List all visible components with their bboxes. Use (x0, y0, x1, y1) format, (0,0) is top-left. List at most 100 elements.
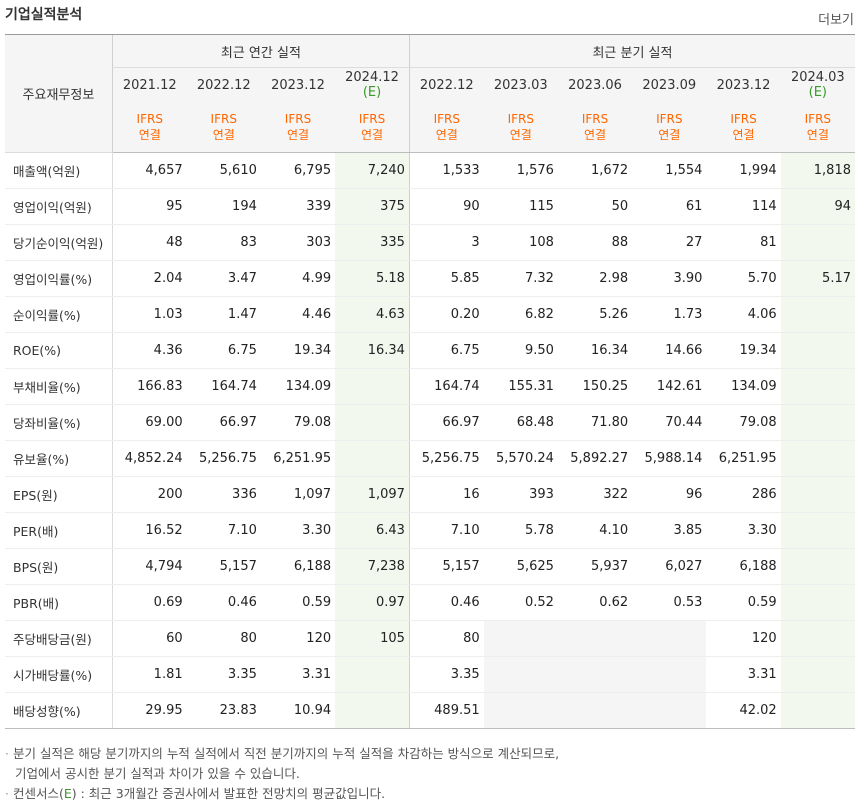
table-cell: 80 (186, 620, 261, 657)
period-label: 2021.12 (122, 77, 177, 93)
table-cell: 19.34 (260, 332, 336, 369)
table-cell (780, 692, 855, 729)
period-label: 2023.12 (271, 77, 325, 93)
table-row: 순이익률(%) 1.03 1.47 4.46 4.63 0.20 6.82 5.26 1.73 4… (5, 296, 855, 333)
standard-ifrs: IFRS (433, 112, 460, 126)
period-label: 2022.12 (419, 77, 474, 93)
table-row: 영업이익률(%) 2.04 3.47 4.99 5.18 5.85 7.32 2.98 3.90… (5, 260, 855, 297)
table-row: PBR(배) 0.69 0.46 0.59 0.97 0.46 0.52 0.62 0.53 0.… (5, 584, 855, 621)
table-cell: 68.48 (483, 404, 558, 441)
row-label[interactable]: 영업이익률(%) (5, 260, 113, 297)
table-cell: 90 (408, 188, 484, 225)
row-label[interactable]: 당좌비율(%) (5, 404, 113, 441)
bullet-1: · (5, 746, 9, 761)
period-header-annual-3: 2024.12 (E) (335, 67, 410, 102)
table-row: BPS(원) 4,794 5,157 6,188 7,238 5,157 5,625 5,93… (5, 548, 855, 585)
table-cell: 1,818 (780, 152, 855, 189)
period-header-quarter-4: 2023.12 (706, 67, 781, 102)
table-row: 당기순이익(억원) 48 83 303 335 3 108 88 27 81 (5, 224, 855, 261)
row-label[interactable]: 영업이익(억원) (5, 188, 113, 225)
table-cell (780, 584, 855, 621)
section-title: 기업실적분석 (5, 7, 83, 23)
table-cell: 27 (632, 224, 707, 261)
row-label[interactable]: 유보율(%) (5, 440, 113, 477)
table-cell: 0.46 (408, 584, 484, 621)
table-cell: 115 (483, 188, 558, 225)
footnote-1-text: 분기 실적은 해당 분기까지의 누적 실적에서 직전 분기까지의 누적 실적을 … (12, 746, 560, 761)
table-cell: 7.10 (186, 512, 261, 549)
table-cell: 1,576 (483, 152, 558, 189)
table-cell: 3.30 (706, 512, 781, 549)
table-cell: 5,157 (186, 548, 261, 585)
period-label: 2024.03 (790, 70, 845, 85)
period-header-quarter-5: 2024.03 (E) (780, 67, 855, 102)
table-cell: 3.85 (632, 512, 707, 549)
standard-header-quarter-3: IFRS 연결 (632, 102, 707, 153)
row-label[interactable]: 배당성향(%) (5, 692, 113, 729)
table-cell: 0.59 (706, 584, 781, 621)
table-cell: 81 (706, 224, 781, 261)
table-cell: 489.51 (408, 692, 484, 729)
table-cell: 4,794 (112, 548, 187, 585)
table-cell: 6,795 (260, 152, 336, 189)
table-cell: 1,097 (260, 476, 336, 513)
table-cell: 0.97 (335, 584, 410, 621)
row-label[interactable]: 주당배당금(원) (5, 620, 113, 657)
table-cell: 48 (112, 224, 187, 261)
row-label[interactable]: 시가배당률(%) (5, 656, 113, 693)
table-cell: 105 (335, 620, 410, 657)
table-row: 유보율(%) 4,852.24 5,256.75 6,251.95 5,256.75 5,… (5, 440, 855, 477)
table-cell: 96 (632, 476, 707, 513)
table-cell: 3.31 (260, 656, 336, 693)
table-row: PER(배) 16.52 7.10 3.30 6.43 7.10 5.78 4.10 3.85 3… (5, 512, 855, 549)
table-cell: 5,892.27 (557, 440, 633, 477)
financial-summary-table: 주요재무정보 최근 연간 실적 최근 분기 실적 2021.12 2022.12 2… (5, 34, 855, 729)
table-cell (780, 368, 855, 405)
standard-ifrs: IFRS (656, 112, 683, 126)
row-label[interactable]: EPS(원) (5, 476, 113, 513)
table-cell: 4.10 (557, 512, 633, 549)
row-label[interactable]: PBR(배) (5, 584, 113, 621)
standard-header-quarter-2: IFRS 연결 (557, 102, 633, 153)
period-header-quarter-2: 2023.06 (557, 67, 633, 102)
period-header-quarter-3: 2023.09 (632, 67, 707, 102)
footnote-1-cont: 기업에서 공시한 분기 실적과 차이가 있을 수 있습니다. (15, 766, 300, 781)
table-cell: 108 (483, 224, 558, 261)
table-cell: 79.08 (706, 404, 781, 441)
standard-ifrs: IFRS (730, 112, 757, 126)
table-cell: 2.04 (112, 260, 187, 297)
row-label[interactable]: 부채비율(%) (5, 368, 113, 405)
standard-consolidated: 연결 (212, 128, 235, 142)
table-row: 배당성향(%) 29.95 23.83 10.94 489.51 42.02 (5, 692, 855, 729)
table-cell: 6.43 (335, 512, 410, 549)
standard-consolidated: 연결 (806, 128, 829, 142)
footnotes: · 분기 실적은 해당 분기까지의 누적 실적에서 직전 분기까지의 누적 실적… (5, 744, 559, 804)
table-cell (557, 692, 633, 729)
table-cell: 88 (557, 224, 633, 261)
row-label[interactable]: 매출액(억원) (5, 152, 113, 189)
row-label[interactable]: PER(배) (5, 512, 113, 549)
table-cell: 1,994 (706, 152, 781, 189)
table-cell: 4.36 (112, 332, 187, 369)
row-label[interactable]: 당기순이익(억원) (5, 224, 113, 261)
row-label[interactable]: ROE(%) (5, 332, 113, 369)
group-annual-header: 최근 연간 실적 (111, 34, 410, 68)
table-cell (780, 440, 855, 477)
row-label[interactable]: BPS(원) (5, 548, 113, 585)
table-cell: 19.34 (706, 332, 781, 369)
table-cell: 7,240 (335, 152, 410, 189)
row-label[interactable]: 순이익률(%) (5, 296, 113, 333)
standard-consolidated: 연결 (360, 128, 384, 142)
standard-consolidated: 연결 (286, 128, 310, 142)
table-cell: 7,238 (335, 548, 410, 585)
table-cell (780, 224, 855, 261)
table-cell: 5.26 (557, 296, 633, 333)
table-cell: 66.97 (186, 404, 261, 441)
table-cell: 0.46 (186, 584, 261, 621)
standard-ifrs: IFRS (284, 112, 312, 126)
table-cell: 336 (186, 476, 261, 513)
table-cell: 79.08 (260, 404, 336, 441)
bullet-2: · (5, 786, 9, 801)
more-link[interactable]: 더보기 (818, 13, 854, 28)
period-label: 2023.06 (568, 77, 622, 93)
